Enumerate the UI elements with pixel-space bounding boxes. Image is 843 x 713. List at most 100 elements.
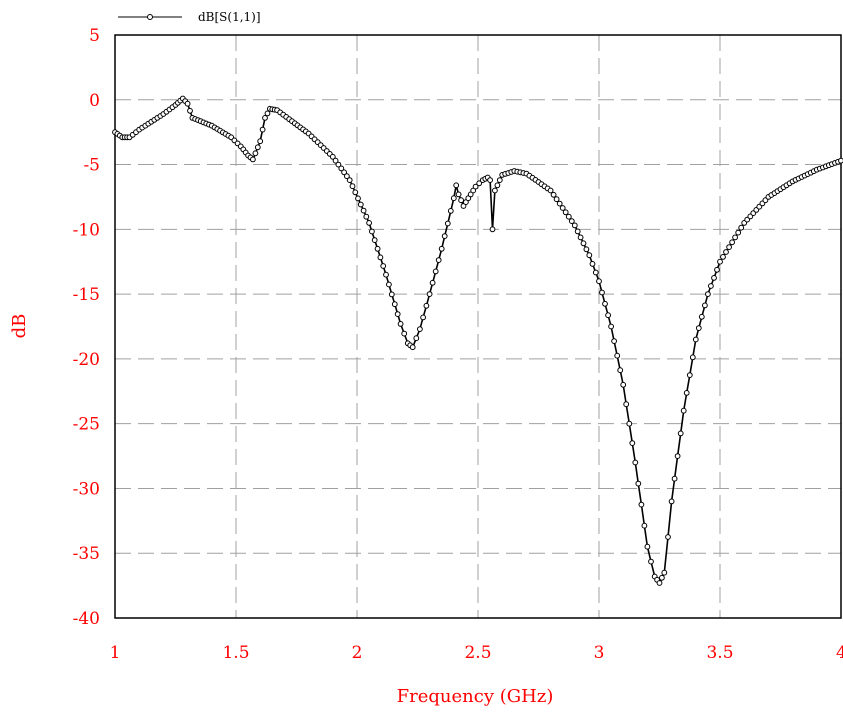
data-point	[352, 189, 359, 196]
data-point	[472, 183, 479, 190]
data-point	[374, 245, 381, 252]
data-point	[386, 281, 392, 288]
data-point	[635, 480, 642, 487]
data-point	[397, 321, 404, 327]
data-point	[729, 239, 735, 246]
data-point	[674, 453, 681, 460]
data-point	[638, 501, 645, 508]
data-point	[184, 100, 191, 107]
data-point	[661, 569, 668, 576]
data-point	[420, 314, 427, 321]
data-point	[453, 182, 460, 189]
data-point	[644, 543, 651, 550]
y-tick-label: 0	[89, 91, 100, 111]
data-point	[360, 207, 367, 214]
data-point	[611, 338, 617, 345]
data-point	[401, 330, 408, 337]
data-point	[574, 228, 581, 235]
x-tick-label: 1.5	[222, 643, 249, 663]
y-tick-label: -30	[73, 479, 100, 499]
data-point	[656, 580, 663, 586]
y-tick-label: -35	[73, 544, 100, 564]
data-point	[686, 372, 693, 379]
data-point	[458, 197, 465, 204]
data-point	[262, 115, 268, 121]
data-point	[683, 390, 690, 396]
data-point	[344, 173, 350, 180]
data-point	[254, 144, 261, 151]
data-point	[586, 252, 593, 259]
data-point	[717, 258, 723, 265]
data-point	[447, 208, 454, 214]
data-point	[580, 240, 587, 247]
data-point	[371, 237, 378, 244]
data-point	[547, 187, 554, 194]
data-point	[726, 244, 732, 251]
data-point	[599, 289, 605, 296]
x-tick-label: 2.5	[464, 643, 491, 663]
data-point	[259, 126, 266, 133]
data-point	[467, 191, 474, 198]
data-point	[341, 169, 348, 176]
data-point	[671, 475, 678, 482]
data-point	[357, 201, 364, 208]
data-point	[723, 249, 729, 255]
data-point	[388, 291, 395, 298]
tick-labels: 1 1.5 2 2.5 3 3.5 4 5 0 -5 -10 -15 -20 -25 -30 -35 -40	[73, 26, 843, 663]
y-tick-label: 5	[89, 26, 100, 46]
data-point	[338, 165, 345, 172]
x-tick-label: 2	[352, 643, 363, 663]
data-point	[738, 224, 745, 231]
data-point	[648, 558, 654, 565]
data-point	[571, 222, 578, 229]
data-point	[417, 326, 423, 333]
data-point	[252, 150, 259, 157]
data-point	[714, 266, 720, 273]
data-point	[355, 195, 361, 202]
y-tick-label: -20	[73, 350, 100, 370]
legend: dB[S(1,1)]	[118, 10, 261, 24]
data-point	[349, 183, 356, 190]
data-point	[602, 300, 608, 307]
data-point	[677, 430, 684, 437]
data-point	[438, 245, 445, 252]
y-tick-label: -15	[73, 285, 100, 305]
data-point	[668, 498, 675, 505]
data-point	[583, 246, 590, 253]
data-point	[250, 156, 256, 163]
grid	[115, 35, 841, 618]
y-tick-label: -10	[73, 220, 100, 240]
data-point	[705, 291, 711, 298]
data-point	[426, 291, 433, 298]
data-point	[494, 182, 501, 189]
data-point	[708, 283, 714, 289]
data-point	[720, 254, 726, 260]
y-tick-label: -5	[83, 156, 100, 176]
data-point	[559, 205, 566, 211]
data-point	[455, 191, 462, 198]
data-point	[711, 275, 717, 281]
plot-area	[114, 34, 842, 619]
x-tick-label: 3.5	[706, 643, 733, 663]
data-point	[695, 325, 702, 332]
data-point	[335, 161, 342, 168]
data-point	[444, 220, 451, 227]
data-point	[476, 180, 483, 187]
data-point	[605, 312, 611, 319]
data-point	[556, 200, 563, 207]
data-point	[329, 153, 336, 160]
data-point	[589, 261, 596, 267]
data-point	[702, 302, 708, 309]
data-point	[366, 220, 373, 226]
data-point	[614, 352, 621, 359]
data-point	[369, 228, 375, 235]
data-point	[692, 336, 699, 343]
data-point	[435, 257, 442, 264]
data-point	[665, 534, 671, 540]
data-point	[496, 177, 503, 184]
x-tick-label: 3	[594, 643, 605, 663]
data-point	[608, 323, 614, 330]
data-point	[413, 335, 420, 342]
data-point	[838, 157, 843, 164]
